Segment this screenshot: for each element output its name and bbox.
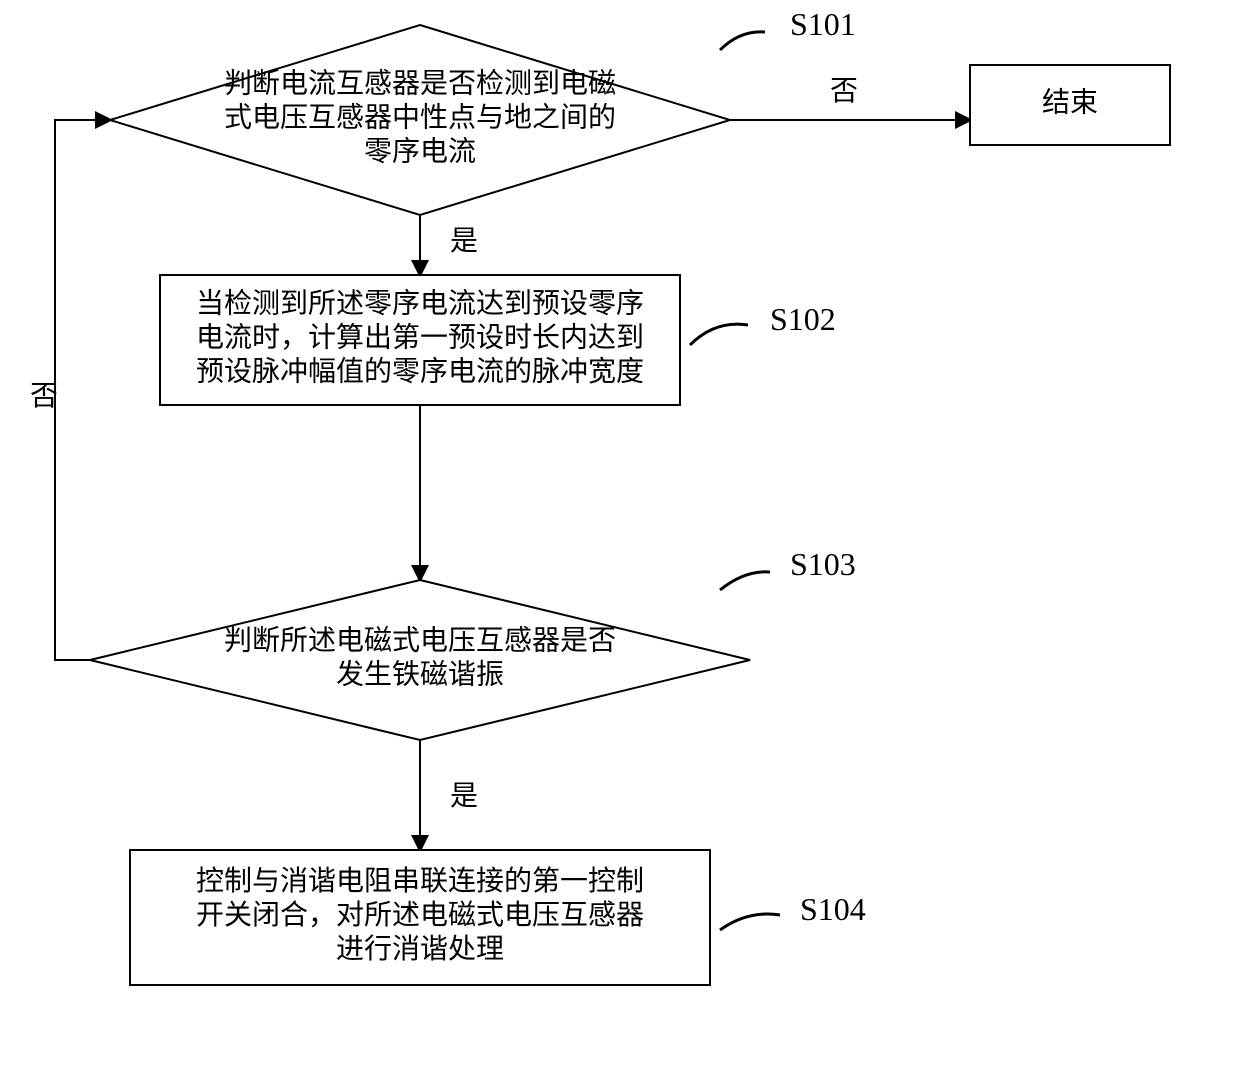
edges-layer: 否是是否 [30, 76, 970, 850]
svg-text:结束: 结束 [1042, 86, 1098, 118]
step-label: S104 [800, 891, 866, 927]
svg-text:控制与消谐电阻串联连接的第一控制: 控制与消谐电阻串联连接的第一控制 [196, 865, 644, 897]
nodes-layer: 判断电流互感器是否检测到电磁式电压互感器中性点与地之间的零序电流 结束当检测到所述… [90, 25, 1170, 985]
labels-layer: S101 S102 S103 S104 [690, 6, 866, 930]
label-curve [720, 572, 770, 590]
label-curve [690, 324, 748, 345]
svg-text:当检测到所述零序电流达到预设零序: 当检测到所述零序电流达到预设零序 [196, 287, 644, 319]
label-curve [720, 32, 765, 50]
svg-text:零序电流: 零序电流 [364, 135, 476, 167]
edge-label: 是 [450, 226, 478, 257]
flowchart-canvas: 否是是否 判断电流互感器是否检测到电磁式电压互感器中性点与地之间的零序电流结束当… [0, 0, 1240, 1070]
node-s101: 判断电流互感器是否检测到电磁式电压互感器中性点与地之间的零序电流 [110, 25, 730, 215]
svg-text:预设脉冲幅值的零序电流的脉冲宽度: 预设脉冲幅值的零序电流的脉冲宽度 [196, 355, 644, 387]
step-label: S102 [770, 301, 836, 337]
svg-text:判断所述电磁式电压互感器是否: 判断所述电磁式电压互感器是否 [224, 624, 616, 656]
svg-text:开关闭合，对所述电磁式电压互感器: 开关闭合，对所述电磁式电压互感器 [196, 899, 644, 931]
svg-text:式电压互感器中性点与地之间的: 式电压互感器中性点与地之间的 [224, 101, 616, 133]
svg-text:进行消谐处理: 进行消谐处理 [336, 933, 504, 965]
step-label: S103 [790, 546, 856, 582]
edge-label: 否 [830, 76, 858, 107]
svg-text:电流时，计算出第一预设时长内达到: 电流时，计算出第一预设时长内达到 [196, 321, 644, 353]
node-s104: 控制与消谐电阻串联连接的第一控制开关闭合，对所述电磁式电压互感器进行消谐处理 [130, 850, 710, 985]
node-s103: 判断所述电磁式电压互感器是否发生铁磁谐振 [90, 580, 750, 740]
edge-s103_left_loop [55, 120, 110, 660]
node-end: 结束 [970, 65, 1170, 145]
node-s102: 当检测到所述零序电流达到预设零序电流时，计算出第一预设时长内达到预设脉冲幅值的零… [160, 275, 680, 405]
svg-text:判断电流互感器是否检测到电磁: 判断电流互感器是否检测到电磁 [224, 67, 616, 99]
edge-label: 否 [30, 381, 58, 412]
label-curve [720, 914, 780, 930]
step-label: S101 [790, 6, 856, 42]
svg-text:发生铁磁谐振: 发生铁磁谐振 [336, 658, 504, 690]
edge-label: 是 [450, 781, 478, 812]
